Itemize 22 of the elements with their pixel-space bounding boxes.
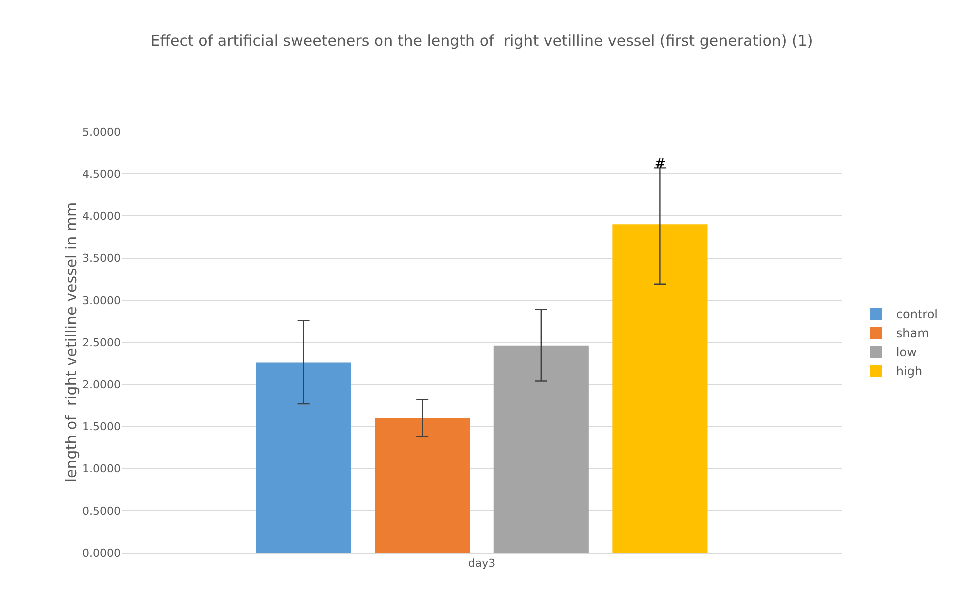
- legend-label: low: [896, 346, 918, 360]
- bar: [375, 418, 470, 553]
- bar: [494, 346, 589, 553]
- y-tick-label: 4.0000: [82, 210, 121, 224]
- bar: [256, 362, 352, 553]
- y-tick-label: 3.5000: [82, 252, 121, 266]
- y-tick-label: 1.0000: [82, 462, 121, 476]
- y-tick-label: 0.5000: [82, 504, 121, 518]
- y-tick-label: 2.5000: [82, 336, 121, 350]
- y-tick-label: 3.0000: [82, 294, 121, 308]
- chart-title: Effect of artificial sweeteners on the length of right vetilline vessel (first generation) (1): [150, 32, 814, 50]
- x-tick-label: day3: [468, 557, 496, 570]
- y-tick-label: 1.5000: [82, 420, 121, 434]
- y-tick-label: 5.0000: [82, 126, 121, 139]
- y-axis-title: length of right vetilline vessel in mm: [62, 202, 80, 483]
- y-tick-label: 0.0000: [82, 546, 121, 560]
- legend-label: control: [896, 308, 938, 322]
- legend-label: high: [896, 364, 923, 379]
- legend-label: sham: [896, 326, 930, 341]
- bar: [612, 224, 708, 553]
- y-tick-label: 2.0000: [82, 378, 121, 392]
- y-tick-label: 4.5000: [82, 168, 121, 181]
